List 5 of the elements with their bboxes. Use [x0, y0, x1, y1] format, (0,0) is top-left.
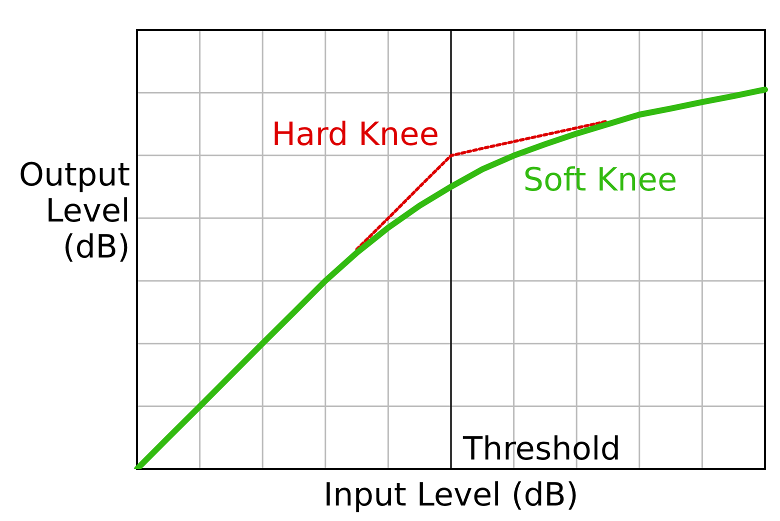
y-axis-title: Output Level (dB) — [18, 155, 130, 266]
annotation: Threshold — [462, 429, 621, 468]
x-axis-title: Input Level (dB) — [324, 475, 578, 514]
series-label: Hard Knee — [272, 114, 439, 153]
series-label: Soft Knee — [523, 160, 678, 199]
